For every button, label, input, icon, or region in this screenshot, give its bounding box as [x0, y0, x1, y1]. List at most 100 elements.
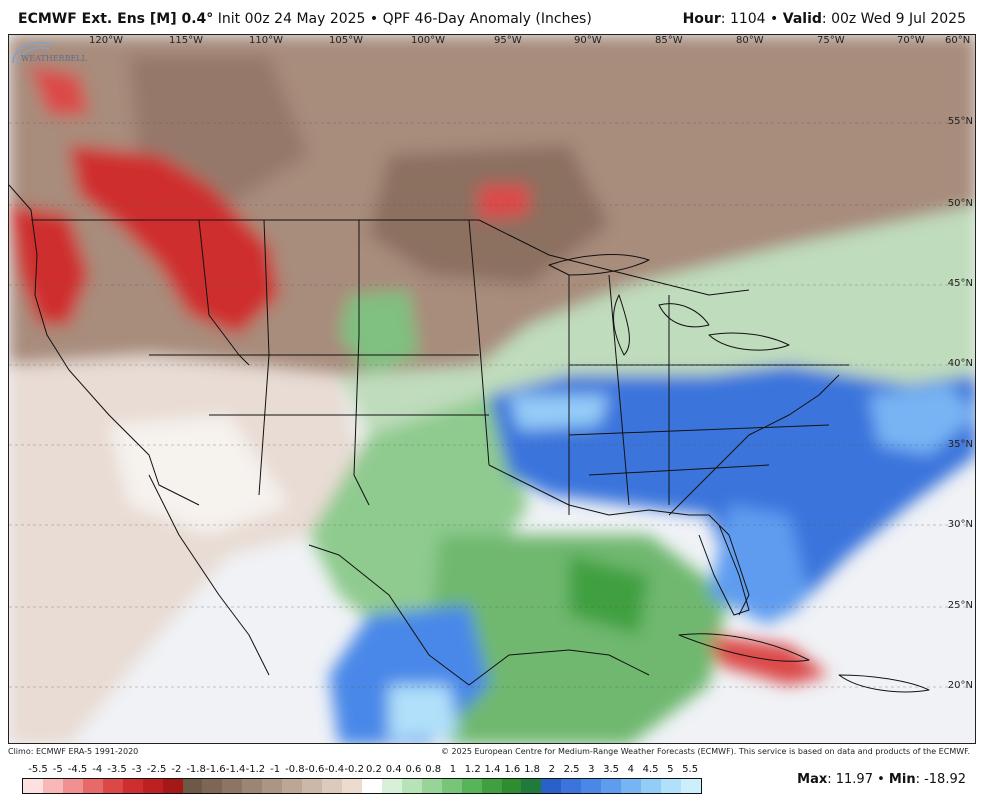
min-value: : -18.92 [915, 772, 966, 787]
legend-swatch [82, 779, 103, 793]
legend-swatch [381, 779, 402, 793]
lon-label: 105°W [329, 35, 363, 46]
legend-swatch [222, 779, 243, 793]
legend-label: 5.5 [682, 764, 699, 775]
lon-label: 120°W [89, 35, 123, 46]
hour-value: : 1104 • [720, 11, 783, 27]
legend-label: 2.5 [563, 764, 580, 775]
legend-swatch [481, 779, 502, 793]
anomaly-field [9, 35, 975, 743]
legend-label: -1.2 [245, 764, 266, 775]
legend-swatch [581, 779, 602, 793]
legend-swatch [501, 779, 522, 793]
max-label: Max [797, 772, 828, 787]
logo-text: WEATHERBELL [21, 54, 88, 63]
legend-swatch [541, 779, 562, 793]
lon-label: 60°N [945, 35, 971, 46]
legend-label: -5.5 [28, 764, 48, 775]
legend-swatch [202, 779, 223, 793]
legend-label: -3 [131, 764, 142, 775]
legend-label: 1.4 [484, 764, 501, 775]
lat-label: 40°N [947, 358, 973, 369]
legend-swatch [322, 779, 342, 793]
legend-swatch [421, 779, 442, 793]
legend-label: -5 [52, 764, 63, 775]
init-text: Init 00z 24 May 2025 • QPF 46-Day Anomal… [213, 11, 592, 27]
legend-label: 0.2 [365, 764, 382, 775]
degree-symbol: ° [206, 11, 214, 27]
climo-text: Climo: ECMWF ERA-5 1991-2020 [8, 747, 139, 756]
stats-separator: • [872, 772, 889, 787]
lon-label: 110°W [249, 35, 283, 46]
legend-label: -2.5 [146, 764, 167, 775]
legend-label: 2 [548, 764, 555, 775]
legend-label: 1 [449, 764, 457, 775]
lon-label: 115°W [169, 35, 203, 46]
lat-label: 30°N [947, 519, 973, 530]
weatherbell-logo: WEATHERBELL [12, 41, 88, 66]
legend-label: 3 [588, 764, 595, 775]
legend-swatch [641, 779, 661, 793]
legend-swatch [661, 779, 681, 793]
lat-label: 55°N [947, 116, 973, 127]
legend-label: -1.4 [225, 764, 246, 775]
map-panel[interactable]: 120°W 115°W 110°W 105°W 100°W 95°W 90°W … [8, 34, 976, 744]
valid-value: : 00z Wed 9 Jul 2025 [821, 11, 966, 27]
legend-label: -4.5 [67, 764, 88, 775]
legend-swatch [302, 779, 323, 793]
legend-swatch [162, 779, 183, 793]
min-label: Min [888, 772, 916, 787]
legend-label: 0.8 [425, 764, 442, 775]
legend-swatch [62, 779, 83, 793]
legend-label: -0.2 [344, 764, 364, 775]
anomaly-map[interactable] [9, 35, 976, 744]
legend-swatch [561, 779, 582, 793]
boundaries [9, 184, 930, 693]
legend-label: -4 [92, 764, 103, 775]
credits: Climo: ECMWF ERA-5 1991-2020 © 2025 Euro… [0, 745, 984, 759]
legend-swatch [461, 779, 482, 793]
legend-label: 4.5 [642, 764, 659, 775]
legend-label: 0.6 [405, 764, 422, 775]
lat-label: 25°N [947, 600, 973, 611]
legend-label: -3.5 [107, 764, 127, 775]
legend-swatch [242, 779, 263, 793]
legend-swatch [680, 779, 701, 793]
valid-time: Hour: 1104 • Valid: 00z Wed 9 Jul 2025 [683, 11, 966, 27]
legend-labels: -5.5 -5 -4.5 -4 -3.5 -3 -2.5 -2 -1.8 -1.6 -1.4 -1.2… [22, 762, 702, 776]
lon-label: 75°W [817, 35, 845, 46]
copyright-text: © 2025 European Centre for Medium-Range … [441, 747, 970, 756]
legend-swatch [142, 779, 163, 793]
map-title: ECMWF Ext. Ens [M] 0.4° Init 00z 24 May … [18, 11, 592, 27]
legend-label: 0.4 [385, 764, 402, 775]
lon-label: 70°W [897, 35, 925, 46]
lat-label: 45°N [947, 278, 973, 289]
legend-label: -2 [171, 764, 182, 775]
legend-label: 3.5 [603, 764, 620, 775]
color-legend: -5.5 -5 -4.5 -4 -3.5 -3 -2.5 -2 -1.8 -1.6 -1.4 -1.2… [22, 762, 702, 796]
lon-label: 90°W [574, 35, 602, 46]
legend-swatch [342, 779, 362, 793]
legend-swatch [23, 779, 43, 793]
legend-swatch [102, 779, 123, 793]
lat-label: 35°N [947, 439, 973, 450]
legend-label: -1.6 [206, 764, 226, 775]
legend-swatch [621, 779, 642, 793]
legend-swatch [361, 779, 382, 793]
lat-label: 20°N [947, 680, 973, 691]
legend-swatch [282, 779, 303, 793]
header: ECMWF Ext. Ens [M] 0.4° Init 00z 24 May … [0, 0, 984, 34]
legend-label: -0.4 [324, 764, 345, 775]
legend-label: 1.8 [524, 764, 540, 775]
legend-swatch [42, 779, 63, 793]
legend-swatch [601, 779, 622, 793]
legend-swatch [401, 779, 422, 793]
legend-swatch [122, 779, 143, 793]
lon-label: 95°W [494, 35, 522, 46]
valid-label: Valid [782, 11, 822, 27]
legend-label: 5 [667, 764, 674, 775]
legend-swatch [521, 779, 542, 793]
legend-label: -0.6 [304, 764, 325, 775]
legend-label: -0.8 [285, 764, 305, 775]
max-value: : 11.97 [827, 772, 873, 787]
